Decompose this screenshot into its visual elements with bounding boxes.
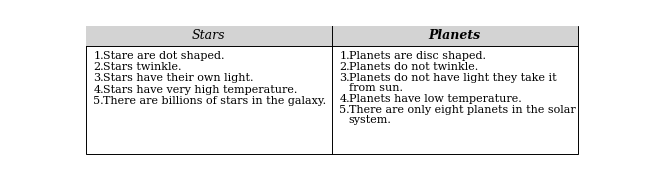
- Text: Planets do not twinkle.: Planets do not twinkle.: [349, 62, 478, 72]
- Text: 5.: 5.: [339, 105, 350, 115]
- Text: system.: system.: [349, 115, 391, 125]
- Text: from sun.: from sun.: [349, 83, 402, 93]
- Text: 5.: 5.: [93, 96, 104, 106]
- Text: There are billions of stars in the galaxy.: There are billions of stars in the galax…: [103, 96, 325, 106]
- Text: 2.: 2.: [93, 62, 104, 72]
- Text: Stars have their own light.: Stars have their own light.: [103, 73, 253, 83]
- Text: 2.: 2.: [339, 62, 350, 72]
- Text: Planets: Planets: [428, 30, 481, 43]
- Bar: [85, 26, 332, 46]
- Text: Stars twinkle.: Stars twinkle.: [103, 62, 181, 72]
- Text: There are only eight planets in the solar: There are only eight planets in the sola…: [349, 105, 575, 115]
- Text: 1.: 1.: [93, 51, 104, 61]
- Text: Stars: Stars: [192, 30, 225, 43]
- Bar: [332, 26, 578, 46]
- Text: 3.: 3.: [339, 73, 350, 83]
- Text: Stare are dot shaped.: Stare are dot shaped.: [103, 51, 224, 61]
- Text: Stars have very high temperature.: Stars have very high temperature.: [103, 85, 297, 95]
- Text: Planets do not have light they take it: Planets do not have light they take it: [349, 73, 556, 83]
- Text: 3.: 3.: [93, 73, 104, 83]
- Text: 4.: 4.: [339, 94, 350, 104]
- Text: Planets have low temperature.: Planets have low temperature.: [349, 94, 521, 104]
- Text: Planets are disc shaped.: Planets are disc shaped.: [349, 51, 486, 61]
- Text: 1.: 1.: [339, 51, 350, 61]
- Text: 4.: 4.: [93, 85, 104, 95]
